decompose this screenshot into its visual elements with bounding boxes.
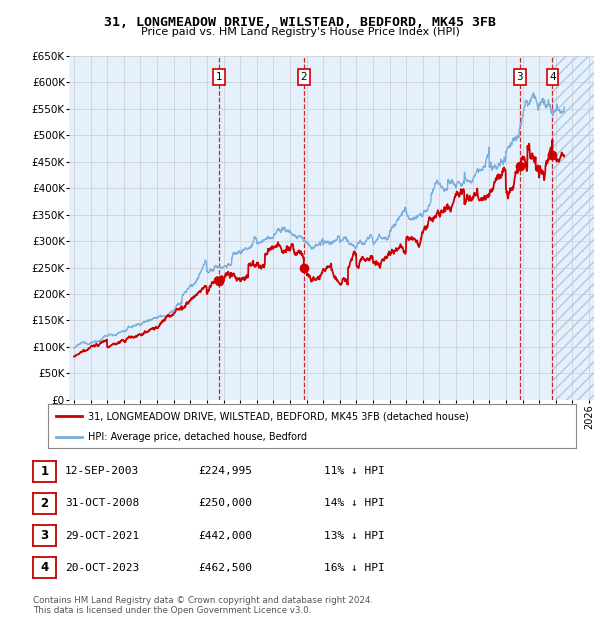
- Text: 29-OCT-2021: 29-OCT-2021: [65, 531, 139, 541]
- Text: £224,995: £224,995: [198, 466, 252, 476]
- Bar: [553, 56, 594, 400]
- Text: 3: 3: [40, 529, 49, 542]
- Text: 4: 4: [549, 72, 556, 82]
- Text: £442,000: £442,000: [198, 531, 252, 541]
- Text: 31, LONGMEADOW DRIVE, WILSTEAD, BEDFORD, MK45 3FB (detached house): 31, LONGMEADOW DRIVE, WILSTEAD, BEDFORD,…: [88, 412, 469, 422]
- Text: 2: 2: [301, 72, 307, 82]
- Bar: [520, 56, 553, 400]
- Bar: [304, 56, 520, 400]
- Bar: [218, 56, 304, 400]
- Text: 4: 4: [40, 562, 49, 574]
- Text: 2: 2: [40, 497, 49, 510]
- Text: 3: 3: [517, 72, 523, 82]
- Text: 13% ↓ HPI: 13% ↓ HPI: [324, 531, 385, 541]
- Text: 31, LONGMEADOW DRIVE, WILSTEAD, BEDFORD, MK45 3FB: 31, LONGMEADOW DRIVE, WILSTEAD, BEDFORD,…: [104, 16, 496, 29]
- Text: Price paid vs. HM Land Registry's House Price Index (HPI): Price paid vs. HM Land Registry's House …: [140, 27, 460, 37]
- Text: 12-SEP-2003: 12-SEP-2003: [65, 466, 139, 476]
- Text: 20-OCT-2023: 20-OCT-2023: [65, 563, 139, 573]
- Text: HPI: Average price, detached house, Bedford: HPI: Average price, detached house, Bedf…: [88, 432, 307, 442]
- Text: 1: 1: [215, 72, 222, 82]
- Text: 16% ↓ HPI: 16% ↓ HPI: [324, 563, 385, 573]
- Text: 31-OCT-2008: 31-OCT-2008: [65, 498, 139, 508]
- Text: Contains HM Land Registry data © Crown copyright and database right 2024.
This d: Contains HM Land Registry data © Crown c…: [33, 596, 373, 615]
- Text: 1: 1: [40, 465, 49, 477]
- Bar: [553, 56, 594, 400]
- Text: £250,000: £250,000: [198, 498, 252, 508]
- Text: 14% ↓ HPI: 14% ↓ HPI: [324, 498, 385, 508]
- Text: £462,500: £462,500: [198, 563, 252, 573]
- Text: 11% ↓ HPI: 11% ↓ HPI: [324, 466, 385, 476]
- Bar: [69, 56, 218, 400]
